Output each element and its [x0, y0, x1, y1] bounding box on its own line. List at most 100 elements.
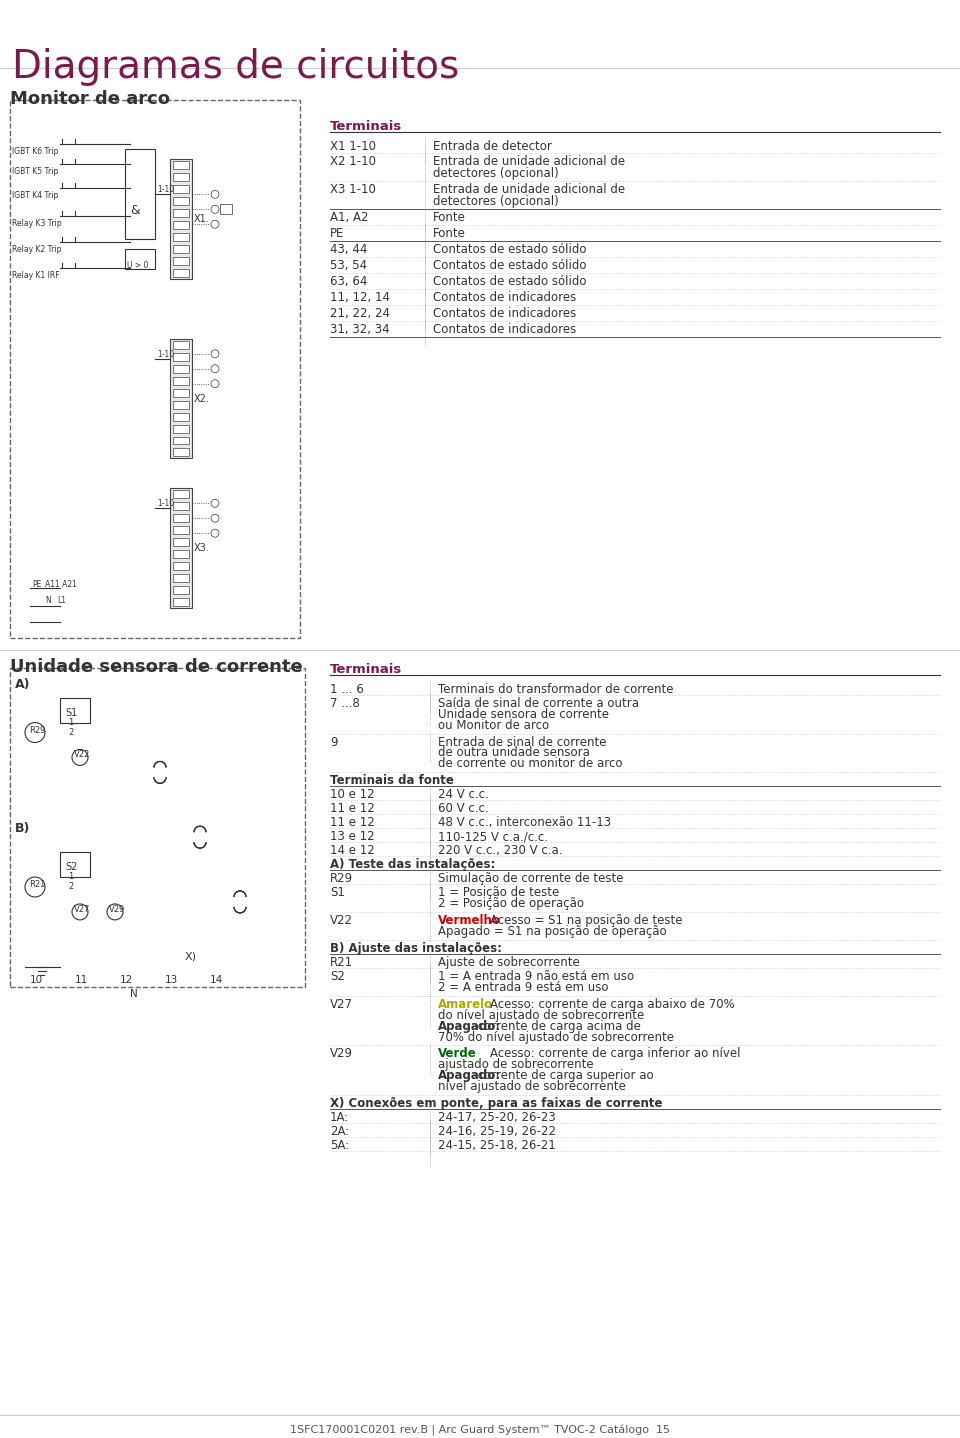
- Text: V22: V22: [74, 751, 90, 759]
- Text: U > 0: U > 0: [127, 262, 149, 270]
- Text: Saída de sinal de corrente a outra: Saída de sinal de corrente a outra: [438, 696, 639, 709]
- Text: 1-10: 1-10: [157, 349, 174, 360]
- Text: S1: S1: [330, 886, 345, 899]
- Text: corrente de carga acima de: corrente de carga acima de: [474, 1020, 641, 1032]
- Bar: [173, 257, 189, 265]
- Text: 24-17, 25-20, 26-23: 24-17, 25-20, 26-23: [438, 1112, 556, 1125]
- Bar: [173, 424, 189, 433]
- Bar: [125, 249, 155, 269]
- Text: 12: 12: [120, 975, 133, 985]
- Text: Verde: Verde: [438, 1047, 477, 1060]
- Text: Contatos de indicadores: Contatos de indicadores: [433, 306, 576, 321]
- Text: 7 ...8: 7 ...8: [330, 696, 360, 709]
- Text: A1, A2: A1, A2: [330, 211, 369, 224]
- Text: Apagado = S1 na posição de operação: Apagado = S1 na posição de operação: [438, 925, 666, 938]
- Text: 5A:: 5A:: [330, 1139, 349, 1152]
- Text: V29: V29: [109, 905, 125, 915]
- Bar: [173, 401, 189, 408]
- Text: X): X): [185, 952, 197, 962]
- Text: 53, 54: 53, 54: [330, 259, 367, 272]
- Bar: [173, 197, 189, 206]
- Text: ajustado de sobrecorrente: ajustado de sobrecorrente: [438, 1058, 593, 1071]
- Text: 1-10: 1-10: [157, 186, 174, 194]
- Bar: [173, 437, 189, 444]
- Text: V22: V22: [330, 915, 353, 928]
- Text: 63, 64: 63, 64: [330, 275, 368, 288]
- Text: 60 V c.c.: 60 V c.c.: [438, 802, 489, 815]
- Bar: [173, 341, 189, 349]
- Text: Amarelo: Amarelo: [438, 998, 493, 1011]
- Text: 11, 12, 14: 11, 12, 14: [330, 290, 390, 303]
- Circle shape: [72, 905, 88, 920]
- Text: N: N: [45, 595, 51, 605]
- Text: S1: S1: [66, 707, 78, 718]
- Text: de outra unidade sensora: de outra unidade sensora: [438, 746, 589, 759]
- Text: 1 = Posição de teste: 1 = Posição de teste: [438, 886, 560, 899]
- Bar: [173, 233, 189, 242]
- Circle shape: [107, 905, 123, 920]
- Text: 11 e 12: 11 e 12: [330, 817, 374, 830]
- Text: 13: 13: [165, 975, 179, 985]
- Text: de corrente ou monitor de arco: de corrente ou monitor de arco: [438, 758, 622, 771]
- Bar: [10, 99, 300, 638]
- Text: Relay K1 IRF: Relay K1 IRF: [12, 272, 60, 280]
- Bar: [173, 186, 189, 193]
- Text: Acesso: corrente de carga inferior ao nível: Acesso: corrente de carga inferior ao ní…: [490, 1047, 740, 1060]
- Bar: [173, 551, 189, 558]
- Text: Vermelho: Vermelho: [438, 915, 501, 928]
- Text: 10: 10: [30, 975, 43, 985]
- Text: R21: R21: [29, 880, 45, 889]
- Bar: [173, 388, 189, 397]
- Bar: [173, 161, 189, 170]
- Bar: [173, 490, 189, 499]
- Circle shape: [25, 722, 45, 742]
- Bar: [173, 352, 189, 361]
- Text: 1 ... 6: 1 ... 6: [330, 683, 364, 696]
- Bar: [173, 244, 189, 253]
- Text: 31, 32, 34: 31, 32, 34: [330, 324, 390, 336]
- Text: detectores (opcional): detectores (opcional): [433, 196, 559, 209]
- Text: V27: V27: [330, 998, 353, 1011]
- Bar: [125, 150, 155, 239]
- Text: 48 V c.c., interconexão 11-13: 48 V c.c., interconexão 11-13: [438, 817, 612, 830]
- Text: R29: R29: [330, 871, 353, 884]
- Text: Contatos de estado sólido: Contatos de estado sólido: [433, 259, 587, 272]
- Bar: [173, 449, 189, 456]
- Text: B) Ajuste das instalações:: B) Ajuste das instalações:: [330, 942, 502, 955]
- Text: 70% do nível ajustado de sobrecorrente: 70% do nível ajustado de sobrecorrente: [438, 1031, 674, 1044]
- Text: Terminais do transformador de corrente: Terminais do transformador de corrente: [438, 683, 674, 696]
- Bar: [170, 489, 192, 608]
- Bar: [173, 174, 189, 181]
- Bar: [173, 526, 189, 533]
- Text: nível ajustado de sobrecorrente: nível ajustado de sobrecorrente: [438, 1080, 626, 1093]
- Text: N: N: [130, 989, 137, 998]
- Bar: [173, 598, 189, 605]
- Bar: [60, 853, 90, 877]
- Text: 11 e 12: 11 e 12: [330, 802, 374, 815]
- Bar: [60, 697, 90, 722]
- Text: 13 e 12: 13 e 12: [330, 830, 374, 843]
- Text: R29: R29: [29, 726, 45, 735]
- Text: Unidade sensora de corrente: Unidade sensora de corrente: [10, 657, 302, 676]
- Bar: [173, 562, 189, 569]
- Text: Contatos de estado sólido: Contatos de estado sólido: [433, 243, 587, 256]
- Text: Entrada de sinal de corrente: Entrada de sinal de corrente: [438, 735, 607, 749]
- Text: 1: 1: [68, 718, 73, 726]
- Circle shape: [211, 529, 219, 538]
- Text: Entrada de unidade adicional de: Entrada de unidade adicional de: [433, 155, 625, 168]
- Text: Relay K3 Trip: Relay K3 Trip: [12, 219, 61, 229]
- Bar: [173, 587, 189, 594]
- Text: Acesso = S1 na posição de teste: Acesso = S1 na posição de teste: [490, 915, 683, 928]
- Circle shape: [211, 380, 219, 388]
- Text: Terminais da fonte: Terminais da fonte: [330, 775, 454, 788]
- Text: Apagado:: Apagado:: [438, 1070, 501, 1083]
- Bar: [173, 574, 189, 582]
- Text: Contatos de indicadores: Contatos de indicadores: [433, 290, 576, 303]
- Circle shape: [211, 206, 219, 213]
- Bar: [173, 269, 189, 278]
- Bar: [170, 160, 192, 279]
- Text: Fonte: Fonte: [433, 211, 466, 224]
- Text: 14: 14: [210, 975, 224, 985]
- Text: Terminais: Terminais: [330, 119, 402, 132]
- Text: 14 e 12: 14 e 12: [330, 844, 374, 857]
